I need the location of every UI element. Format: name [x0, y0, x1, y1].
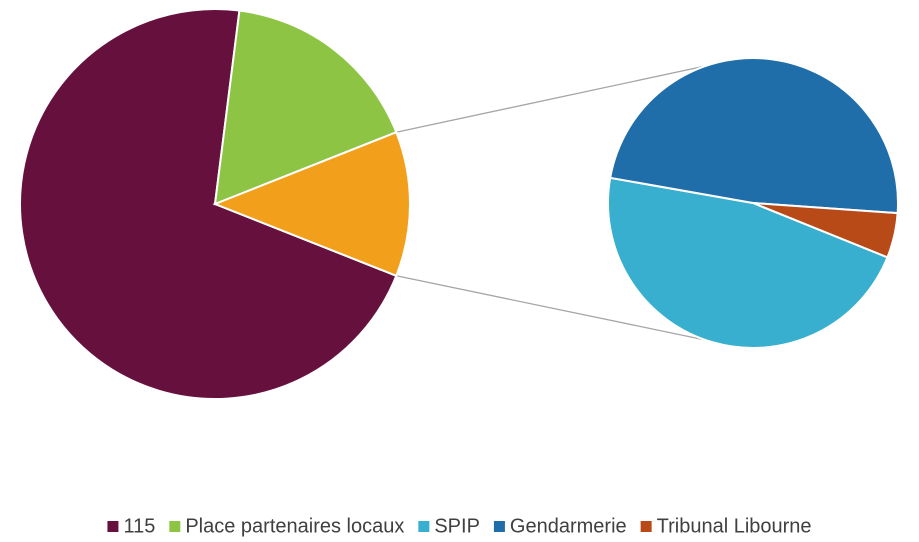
other-slice [212, 130, 411, 278]
legend-label: Gendarmerie [510, 515, 627, 537]
pie-slice [607, 176, 889, 349]
legend-label: 115 [123, 515, 155, 537]
legend-swatch [640, 521, 652, 532]
legend-label: Place partenaires locaux [185, 515, 404, 537]
pie-slice [609, 57, 899, 215]
legend-label: SPIP [434, 515, 480, 537]
connector-line [396, 275, 706, 341]
pie-slice [19, 8, 398, 400]
connector-line [396, 65, 706, 133]
legend-swatch [418, 521, 430, 532]
legend-label: Tribunal Libourne [657, 515, 812, 537]
legend-swatch [107, 521, 119, 532]
pie-slice [752, 202, 899, 259]
legend-swatch [169, 521, 181, 532]
legend-swatch [493, 521, 505, 532]
pie-slice [213, 9, 398, 206]
